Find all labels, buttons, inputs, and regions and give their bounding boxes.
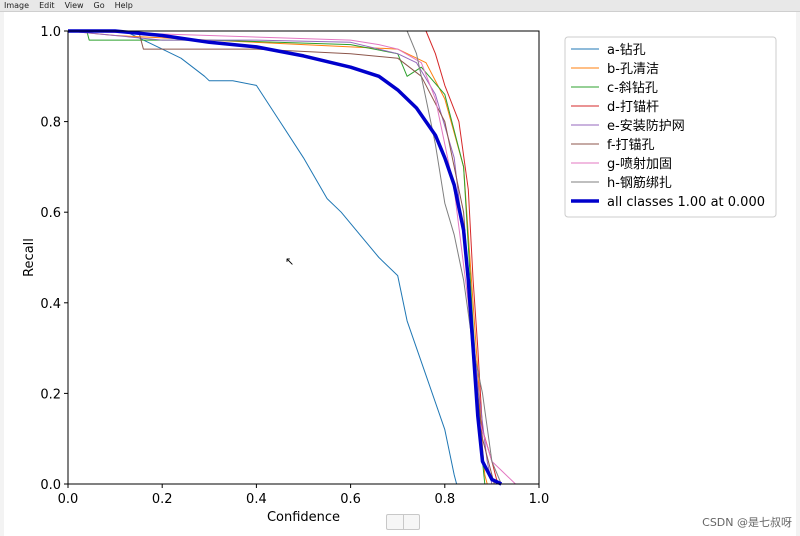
x-tick-label-5: 1.0 [529,492,550,507]
menu-view[interactable]: View [64,1,84,10]
x-tick-label-2: 0.4 [246,492,267,507]
legend-entry-1: b-孔清洁 [607,62,659,77]
y-axis-label: Recall [22,238,37,277]
menu-help[interactable]: Help [114,1,133,10]
legend-entry-3: d-打锚杆 [607,100,659,115]
legend-entry-4: e-安装防护网 [607,118,685,134]
x-axis-label: Confidence [267,510,340,525]
menu-go[interactable]: Go [93,1,105,10]
plot-area [68,31,539,484]
page-next-button[interactable] [404,515,420,529]
legend-entry-5: f-打锚孔 [607,138,655,153]
axes-frame [67,30,540,485]
frame-left-edge [0,12,4,536]
legend-entry-7: h-钢筋绑扎 [607,175,672,191]
legend-box [564,36,777,218]
watermark-text: CSDN @是七叔呀 [702,516,792,529]
y-tick-label-4: 0.8 [40,116,61,131]
y-tick-label-2: 0.4 [40,297,61,312]
y-tick-label-0: 0.0 [40,478,61,493]
legend-entry-0: a-钻孔 [607,43,646,58]
x-tick-label-4: 0.8 [434,492,455,507]
menu-bar: Image Edit View Go Help [0,0,800,12]
y-tick-label-5: 1.0 [40,25,61,40]
series-line-0 [68,30,458,485]
series-line-7 [406,30,502,485]
legend-entry-6: g-喷射加固 [607,156,672,172]
series-line-8 [68,29,503,486]
menu-edit[interactable]: Edit [39,1,55,10]
page-prev-button[interactable] [387,515,404,529]
x-tick-label-1: 0.2 [152,492,173,507]
menu-image[interactable]: Image [4,1,30,10]
series-line-3 [425,30,500,485]
series-line-4 [68,30,493,485]
frame-right-edge [796,12,800,536]
mouse-pointer-icon: ↖ [285,255,295,268]
x-tick-label-0: 0.0 [58,492,79,507]
x-tick-label-3: 0.6 [340,492,361,507]
legend-entry-2: c-斜钻孔 [607,81,658,96]
page-navigator[interactable] [386,514,420,530]
y-tick-label-3: 0.6 [40,206,61,221]
y-tick-label-1: 0.2 [40,387,61,402]
legend-entry-8: all classes 1.00 at 0.000 [607,195,765,210]
